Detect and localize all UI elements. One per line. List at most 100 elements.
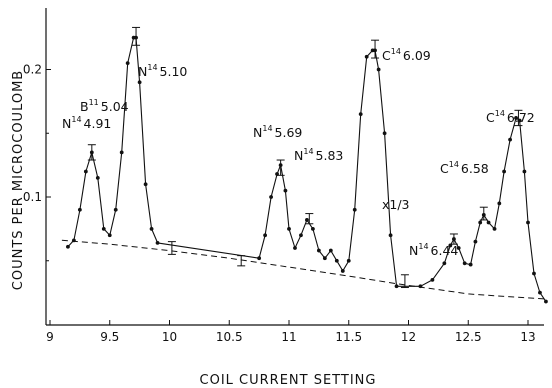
peak-label: C14 6.58: [440, 160, 489, 176]
background-series-line: [61, 239, 546, 300]
peak-label: N14 5.69: [253, 124, 302, 140]
data-point: [322, 256, 327, 261]
peak-label-element: C: [440, 161, 449, 176]
error-bar: [167, 241, 176, 255]
data-point: [442, 261, 447, 266]
data-point: [334, 258, 339, 263]
peak-label: N14 5.10: [138, 63, 187, 79]
data-point: [456, 246, 461, 250]
error-bar: [479, 206, 488, 221]
x-tick-label: 11: [281, 330, 296, 344]
data-point: [107, 233, 112, 238]
data-point: [125, 61, 130, 66]
data-points: [66, 35, 548, 304]
data-point: [328, 248, 333, 253]
data-point: [473, 239, 478, 244]
y-tick-label: 0.1: [23, 190, 42, 204]
peak-label-energy: 6.72: [507, 110, 535, 125]
data-point: [358, 112, 363, 117]
peak-label-mass: 14: [303, 147, 313, 156]
peak-label-mass: 11: [89, 98, 99, 107]
x-tick-label: 9.5: [100, 330, 119, 344]
data-point: [101, 226, 106, 231]
error-bar: [237, 255, 246, 267]
x-tick-label: 10: [162, 330, 177, 344]
peak-label: N14 5.83: [294, 147, 343, 163]
data-point: [316, 248, 321, 253]
error-bar: [276, 159, 285, 176]
error-bar: [132, 26, 141, 46]
peak-label: B11 5.04: [80, 98, 129, 114]
data-point: [257, 256, 262, 261]
data-point: [462, 261, 467, 266]
data-point: [283, 188, 288, 193]
data-point: [502, 169, 506, 174]
x-tick-label: 13: [520, 330, 535, 344]
peak-label-mass: 14: [391, 47, 401, 56]
data-point: [468, 262, 473, 267]
data-point: [544, 299, 548, 304]
peak-label-mass: 14: [449, 160, 459, 169]
peak-label-element: N: [62, 116, 71, 131]
data-point: [299, 233, 303, 238]
data-point: [305, 218, 309, 222]
data-point: [508, 137, 512, 142]
peak-label: C14 6.09: [382, 47, 431, 63]
data-point: [311, 226, 315, 231]
peak-label-energy: 6.09: [403, 48, 431, 63]
axes: [45, 8, 544, 326]
tick-labels: 9 9.5 10 10.5 11 11.5 12 12.5 13 0.1 0.2: [23, 63, 536, 345]
data-point: [66, 244, 70, 249]
data-point: [388, 233, 393, 238]
data-point: [394, 284, 399, 289]
error-bar: [371, 39, 380, 59]
data-point: [522, 169, 527, 174]
data-point: [492, 226, 497, 231]
peak-label-element: N: [253, 125, 262, 140]
data-point: [269, 195, 273, 199]
data-point: [137, 80, 142, 85]
error-bar: [449, 233, 458, 245]
error-bar: [400, 274, 409, 289]
peak-label-mass: 14: [418, 242, 428, 251]
x-tick-label: 10.5: [216, 330, 243, 344]
error-bar: [305, 213, 314, 225]
peak-label-mass: 14: [71, 115, 81, 124]
peak-label-element: C: [486, 110, 495, 125]
peak-label-energy: 5.69: [275, 125, 303, 140]
peak-label-element: x1/3: [382, 197, 410, 212]
data-point: [382, 131, 387, 136]
peak-label-mass: 14: [262, 124, 272, 133]
data-point: [514, 116, 518, 120]
x-tick-label: 11.5: [335, 330, 362, 344]
peak-label: N14 6.44: [409, 242, 458, 258]
data-point: [143, 182, 148, 187]
data-point: [364, 54, 369, 59]
error-bars: [87, 26, 523, 289]
x-tick-label: 12.5: [455, 330, 482, 344]
peak-label: N14 4.91: [62, 115, 111, 131]
data-point: [72, 238, 76, 243]
data-point: [486, 220, 491, 225]
data-point: [538, 290, 542, 295]
peak-label-element: N: [409, 243, 418, 258]
peak-label-element: N: [138, 64, 147, 79]
peak-label-energy: 5.83: [316, 148, 344, 163]
data-point: [340, 269, 345, 273]
x-tick-label: 12: [401, 330, 416, 344]
data-point: [352, 207, 357, 212]
data-point: [77, 207, 82, 212]
peak-label-element: C: [382, 48, 391, 63]
peak-label-element: N: [294, 148, 303, 163]
data-point: [263, 233, 267, 238]
data-point: [430, 277, 435, 282]
peak-label-energy: 4.91: [84, 116, 112, 131]
y-axis-title: COUNTS PER MICROCOULOMB: [11, 70, 26, 290]
data-point: [376, 67, 381, 72]
background-dashed-line: [61, 239, 546, 300]
peak-label-energy: 5.04: [101, 99, 129, 114]
peak-label-energy: 5.10: [160, 64, 188, 79]
data-point: [478, 220, 483, 225]
data-point: [526, 220, 530, 225]
